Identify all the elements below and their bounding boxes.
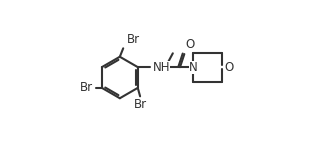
Text: Br: Br bbox=[80, 81, 93, 94]
Text: Br: Br bbox=[134, 98, 147, 111]
Text: NH: NH bbox=[152, 61, 170, 74]
Text: O: O bbox=[225, 61, 234, 74]
Text: O: O bbox=[186, 38, 195, 51]
Text: N: N bbox=[189, 61, 197, 74]
Text: Br: Br bbox=[127, 33, 140, 46]
